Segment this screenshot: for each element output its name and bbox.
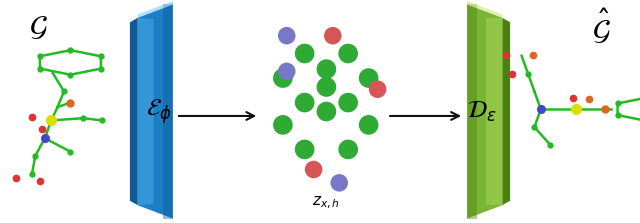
Point	[300, 52, 310, 55]
Polygon shape	[130, 18, 138, 205]
Point	[343, 148, 353, 151]
Point	[321, 110, 332, 113]
Text: $\hat{\mathcal{G}}$: $\hat{\mathcal{G}}$	[592, 7, 611, 46]
Point	[364, 123, 374, 127]
Polygon shape	[138, 1, 173, 18]
Point	[334, 181, 344, 185]
Polygon shape	[502, 18, 510, 205]
Point	[328, 34, 338, 37]
Text: $z_{x,h}$: $z_{x,h}$	[312, 195, 340, 211]
Point	[343, 101, 353, 104]
Point	[282, 34, 292, 37]
Polygon shape	[467, 1, 502, 18]
Text: $\mathcal{D}_{\epsilon}$: $\mathcal{D}_{\epsilon}$	[467, 99, 497, 124]
FancyArrowPatch shape	[179, 112, 254, 120]
Point	[364, 76, 374, 80]
Polygon shape	[138, 18, 154, 205]
Text: $\mathcal{E}_{\phi}$: $\mathcal{E}_{\phi}$	[145, 97, 172, 126]
Point	[300, 101, 310, 104]
Point	[282, 70, 292, 73]
Polygon shape	[467, 4, 502, 219]
Polygon shape	[467, 4, 477, 219]
Point	[300, 148, 310, 151]
Point	[321, 67, 332, 71]
Polygon shape	[486, 18, 502, 205]
Text: $\mathcal{G}$: $\mathcal{G}$	[29, 12, 48, 41]
Polygon shape	[138, 4, 173, 219]
Point	[321, 85, 332, 89]
Polygon shape	[163, 4, 173, 219]
Point	[372, 87, 383, 91]
FancyArrowPatch shape	[390, 112, 459, 120]
Point	[343, 52, 353, 55]
Point	[278, 123, 288, 127]
Point	[308, 168, 319, 171]
Point	[278, 76, 288, 80]
